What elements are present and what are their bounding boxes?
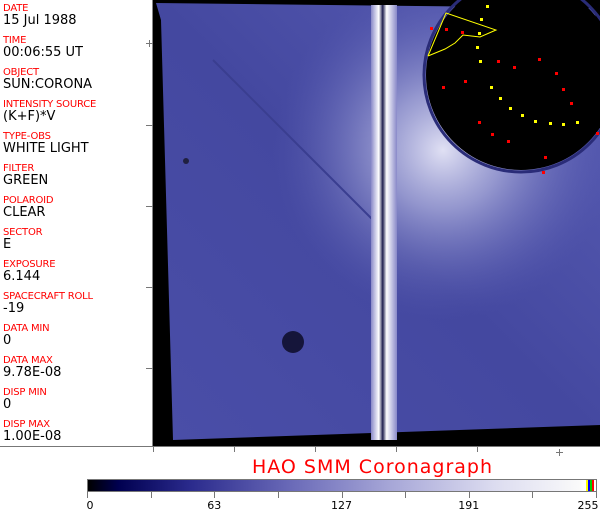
field-value: CLEAR	[3, 205, 46, 220]
colorbar-label: 127	[331, 499, 352, 512]
field-label: POLAROID	[3, 195, 54, 206]
colorbar-tick	[596, 492, 597, 498]
field-value: 15 Jul 1988	[3, 13, 77, 28]
colorbar-tick	[277, 492, 279, 498]
field-label: OBJECT	[3, 67, 39, 78]
field-label: FILTER	[3, 163, 35, 174]
field-label: DATA MIN	[3, 323, 50, 334]
field-value: 1.00E-08	[3, 429, 62, 444]
field-value: 6.144	[3, 269, 41, 284]
colorbar-tick	[341, 492, 343, 498]
field-label: TIME	[3, 35, 27, 46]
header-info-panel: DATE 15 Jul 1988 TIME 00:06:55 UT OBJECT SUN:…	[0, 0, 153, 446]
field-label: SECTOR	[3, 227, 43, 238]
coronagraph-image	[153, 0, 600, 446]
colorbar-tick	[214, 492, 216, 498]
field-value: 00:06:55 UT	[3, 45, 83, 60]
field-label: INTENSITY SOURCE	[3, 99, 97, 110]
colorbar	[87, 479, 597, 492]
instrument-title: HAO SMM Coronagraph	[251, 456, 494, 478]
field-value: GREEN	[3, 173, 49, 188]
field-value: 0	[3, 397, 12, 412]
field-value: 9.78E-08	[3, 365, 62, 380]
field-value: WHITE LIGHT	[3, 141, 89, 156]
colorbar-tick	[468, 492, 470, 498]
field-value: -19	[3, 301, 25, 316]
field-label: DATE	[3, 3, 29, 14]
field-value: (K+F)*V	[3, 109, 56, 124]
field-label: EXPOSURE	[3, 259, 56, 270]
colorbar-tick	[150, 492, 152, 498]
colorbar-label: 255	[577, 499, 599, 512]
field-label: TYPE-OBS	[3, 131, 51, 142]
overlay-markers	[427, 5, 599, 174]
colorbar-tick	[405, 492, 407, 498]
field-label: DATA MAX	[3, 355, 53, 366]
colorbar-tick	[532, 492, 534, 498]
colorbar-label: 191	[458, 499, 480, 512]
field-value: SUN:CORONA	[3, 77, 93, 92]
field-label: SPACECRAFT ROLL	[3, 291, 93, 302]
field-value: E	[3, 237, 12, 252]
colorbar-label: 63	[207, 499, 222, 512]
field-label: DISP MIN	[3, 387, 47, 398]
field-value: 0	[3, 333, 12, 348]
colorbar-label: 0	[86, 499, 94, 512]
colorbar-tick	[87, 492, 88, 498]
field-label: DISP MAX	[3, 419, 50, 430]
